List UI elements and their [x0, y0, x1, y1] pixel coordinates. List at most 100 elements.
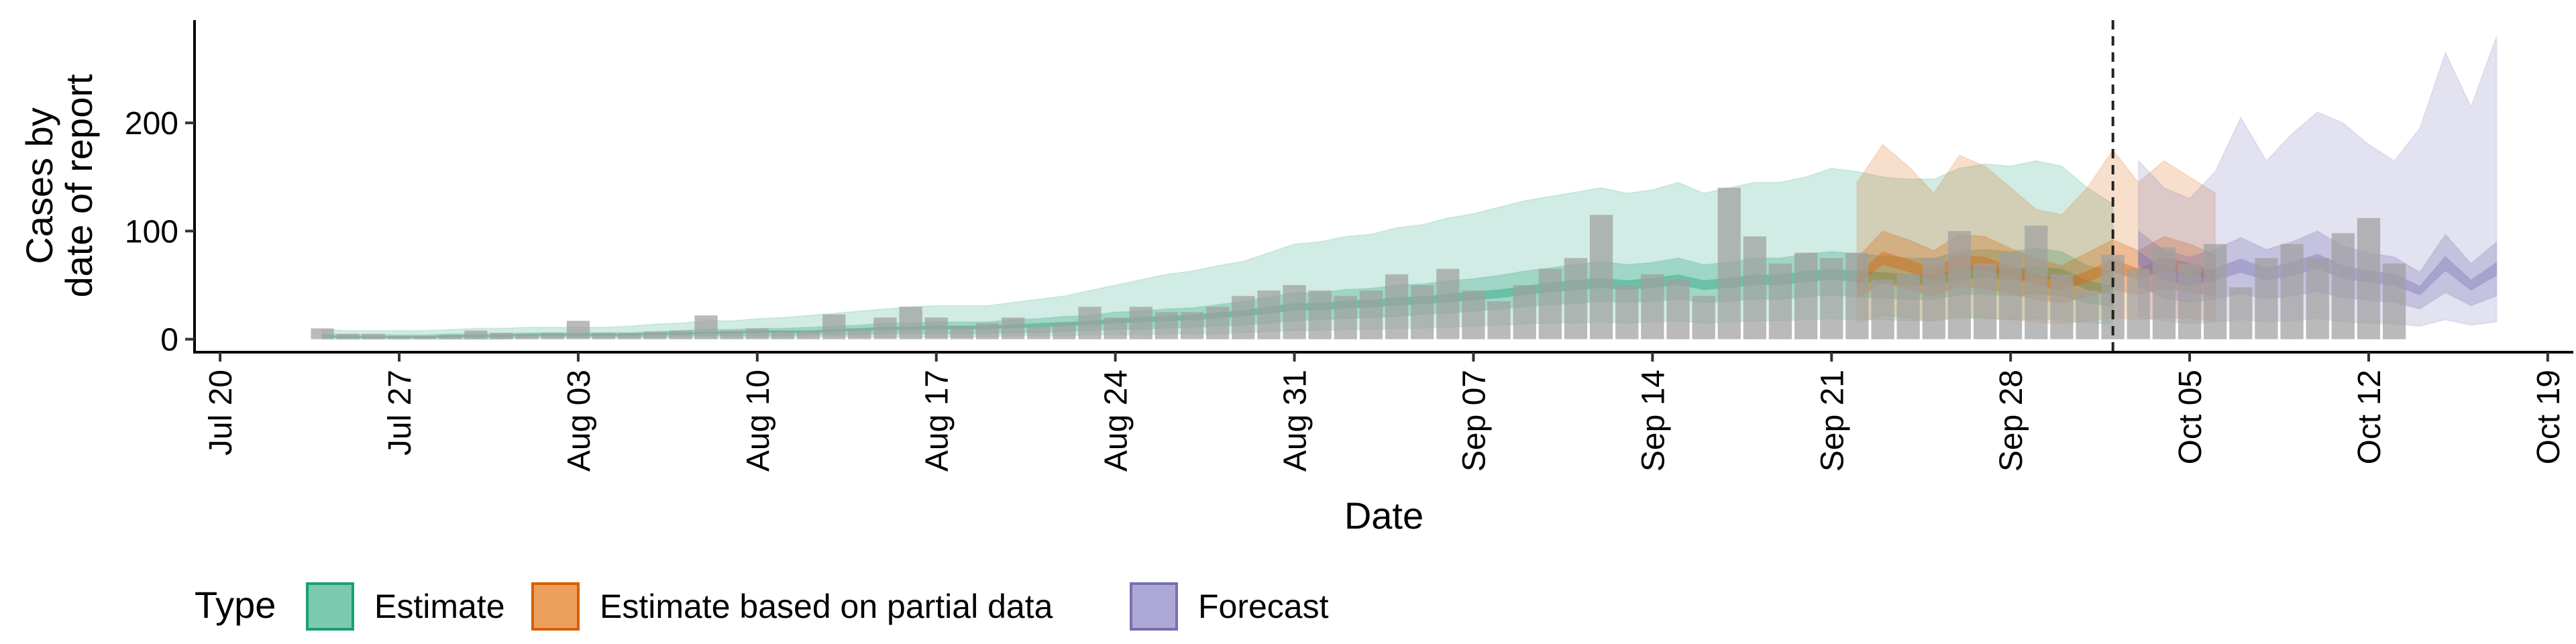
legend-key-estimate	[306, 582, 354, 631]
reported-cases-bar	[1871, 280, 1894, 339]
y-axis-title-line-1: Cases by	[18, 107, 60, 264]
reported-cases-bar	[1155, 312, 1178, 339]
reported-cases-bar	[822, 314, 846, 339]
reported-cases-bar	[1666, 280, 1690, 339]
reported-cases-bar	[694, 315, 718, 339]
reported-cases-bar	[1129, 307, 1152, 339]
x-tick-label: Aug 03	[561, 370, 597, 472]
reported-cases-bar	[2204, 244, 2227, 339]
reported-cases-bar	[1768, 263, 1792, 339]
reported-cases-bar	[336, 333, 360, 339]
legend-title: Type	[195, 584, 276, 626]
reported-cases-bar	[975, 323, 1000, 339]
reported-cases-bar	[873, 317, 897, 339]
reported-cases-bar	[566, 321, 590, 339]
reported-cases-bar	[643, 331, 667, 339]
reported-cases-bar	[515, 333, 539, 339]
legend-key-partial	[531, 582, 580, 631]
axes: 0 100 200 Jul 20 Jul 27 Aug 03 Aug 10 Aug 17 Aug…	[125, 20, 2573, 472]
reported-cases-bar	[387, 335, 411, 339]
reported-cases-bar	[1104, 317, 1127, 339]
reported-cases-bar	[1027, 326, 1051, 339]
reported-cases-bar	[1513, 285, 1536, 339]
reported-cases-bar	[771, 330, 795, 339]
reported-cases-bar	[1283, 285, 1306, 339]
reported-cases-bar	[1180, 312, 1204, 339]
reported-cases-bar	[1232, 296, 1255, 339]
reported-cases-bar	[541, 333, 564, 339]
reported-cases-bar	[745, 328, 769, 339]
y-tick-label: 100	[125, 214, 178, 250]
x-tick-label: Oct 05	[2173, 370, 2208, 464]
reported-cases-bar	[1896, 274, 1920, 339]
reported-cases-bar	[796, 330, 820, 339]
y-axis-title-line-2: date of report	[58, 74, 100, 298]
x-tick-label: Aug 10	[741, 370, 776, 472]
reported-cases-bar	[1411, 285, 1434, 339]
reported-cases-bar	[439, 335, 462, 339]
reported-cases-bar	[2050, 274, 2074, 339]
reported-cases-bar	[2178, 263, 2202, 339]
reported-cases-bar	[2280, 244, 2304, 339]
reported-cases-bar	[1053, 323, 1076, 339]
x-tick-label: Jul 27	[382, 370, 418, 455]
y-tick-label: 0	[160, 323, 178, 358]
reported-cases-bar	[592, 333, 616, 339]
reported-cases-bar	[1922, 258, 1945, 339]
reported-cases-bar	[2357, 218, 2381, 339]
reported-cases-bar	[2127, 268, 2150, 339]
reported-cases-bar	[490, 333, 513, 339]
reported-cases-bar	[1717, 187, 1741, 339]
reported-cases-bar	[2076, 290, 2099, 339]
x-tick-label: Aug 31	[1278, 370, 1313, 472]
reported-cases-bar	[1743, 236, 1766, 339]
reported-cases-bar	[1487, 301, 1511, 339]
reported-cases-bar	[1564, 258, 1588, 339]
reported-cases-bar	[362, 333, 385, 339]
reported-cases-bar	[924, 317, 948, 339]
reported-cases-bar	[1436, 268, 1460, 339]
reported-cases-bar	[1820, 258, 1843, 339]
reported-cases-bar	[950, 326, 973, 339]
x-tick-label: Sep 21	[1815, 370, 1850, 472]
reported-cases-bar	[1002, 317, 1025, 339]
reported-cases-bar	[1308, 290, 1332, 339]
x-tick-label: Aug 17	[920, 370, 955, 472]
reported-cases-bar	[1538, 268, 1562, 339]
reported-cases-bar	[1615, 285, 1639, 339]
reported-cases-bar	[720, 330, 743, 339]
reported-cases-bar	[669, 330, 692, 339]
x-tick-label: Jul 20	[203, 370, 239, 455]
reported-cases-bar	[464, 330, 488, 339]
reported-cases-bar	[618, 333, 641, 339]
reported-cases-bar	[1385, 274, 1409, 339]
legend: Type Estimate Estimate based on partial …	[195, 582, 1329, 631]
legend-label-partial: Estimate based on partial data	[600, 588, 1053, 625]
x-tick-label: Oct 19	[2531, 370, 2567, 464]
reported-cases-bar	[2382, 263, 2406, 339]
reported-cases-bar	[1078, 307, 1102, 339]
reported-cases-bar	[1206, 307, 1230, 339]
x-tick-label: Sep 14	[1635, 370, 1671, 472]
reported-cases-bar	[1462, 290, 1485, 339]
reported-cases-bar	[1947, 231, 1971, 339]
reported-cases-bar	[1999, 252, 2023, 339]
reported-cases-bar	[1589, 215, 1613, 339]
reported-cases-bar	[2255, 258, 2278, 339]
reported-cases-bar	[1845, 252, 1869, 339]
reported-cases-bar	[1794, 252, 1818, 339]
reported-cases-bar	[848, 328, 871, 339]
x-tick-label: Sep 07	[1457, 370, 1493, 472]
reported-cases-bar	[2306, 258, 2329, 339]
reported-cases-bar	[2152, 247, 2176, 339]
reported-cases-bar	[1692, 296, 1715, 339]
legend-label-estimate: Estimate	[374, 588, 505, 625]
x-axis-title: Date	[1344, 494, 1424, 537]
reported-cases-bar	[311, 328, 334, 339]
reported-cases-bar	[413, 335, 437, 339]
plot-area	[311, 20, 2498, 352]
reported-cases-bar	[2331, 233, 2355, 339]
legend-label-forecast: Forecast	[1198, 588, 1329, 625]
reported-cases-bar	[1257, 290, 1281, 339]
